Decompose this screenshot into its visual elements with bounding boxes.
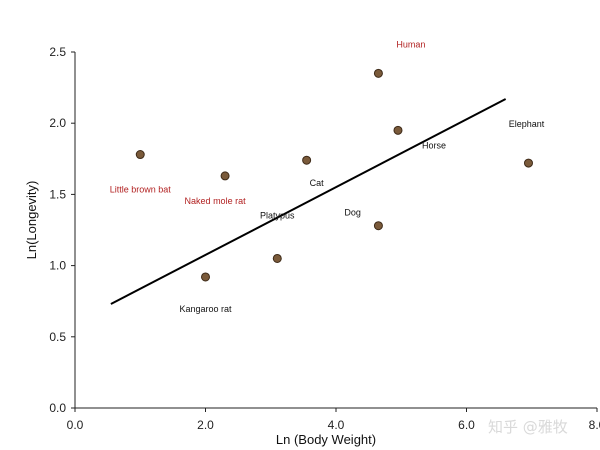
point-label: Naked mole rat bbox=[185, 196, 247, 206]
data-point-elephant bbox=[523, 158, 533, 168]
data-point-cat bbox=[302, 155, 312, 165]
data-point-platypus bbox=[272, 253, 282, 263]
data-point-naked-mole-rat bbox=[220, 171, 230, 181]
point-label: Cat bbox=[310, 178, 325, 188]
x-tick-label: 4.0 bbox=[328, 418, 345, 432]
data-point-dog bbox=[373, 221, 383, 231]
x-tick-label: 8.0 bbox=[589, 418, 600, 432]
chart-marks: 0.0 2.0 4.0 6.0 8.0 0.0 0.5 1.0 1.5 2.0 2.5 Ln (Bod… bbox=[24, 39, 600, 447]
x-tick-label: 2.0 bbox=[197, 418, 214, 432]
y-tick-label: 0.5 bbox=[49, 330, 66, 344]
y-axis-title: Ln(Longevity) bbox=[24, 181, 39, 260]
y-tick-label: 1.5 bbox=[49, 187, 66, 201]
y-tick-label: 1.0 bbox=[49, 259, 66, 273]
x-axis-title: Ln (Body Weight) bbox=[276, 432, 376, 447]
data-point-human bbox=[373, 68, 383, 78]
point-label: Human bbox=[396, 39, 425, 49]
point-label: Dog bbox=[344, 208, 361, 218]
x-tick-label: 6.0 bbox=[458, 418, 475, 432]
y-tick-label: 2.5 bbox=[49, 45, 66, 59]
y-tick-label: 2.0 bbox=[49, 116, 66, 130]
point-label: Platypus bbox=[260, 210, 295, 220]
data-point-kangaroo-rat bbox=[201, 272, 210, 282]
point-label: Little brown bat bbox=[110, 185, 172, 195]
y-tick-label: 0.0 bbox=[49, 401, 66, 415]
trend-line bbox=[110, 98, 507, 305]
data-point-little-brown-bat bbox=[135, 150, 145, 160]
point-label: Kangaroo rat bbox=[179, 304, 232, 314]
watermark-text: 知乎 @雅牧 bbox=[488, 418, 568, 436]
point-label: Horse bbox=[422, 140, 446, 150]
x-tick-label: 0.0 bbox=[67, 418, 84, 432]
data-point-horse bbox=[393, 125, 403, 135]
point-label: Elephant bbox=[509, 119, 545, 129]
